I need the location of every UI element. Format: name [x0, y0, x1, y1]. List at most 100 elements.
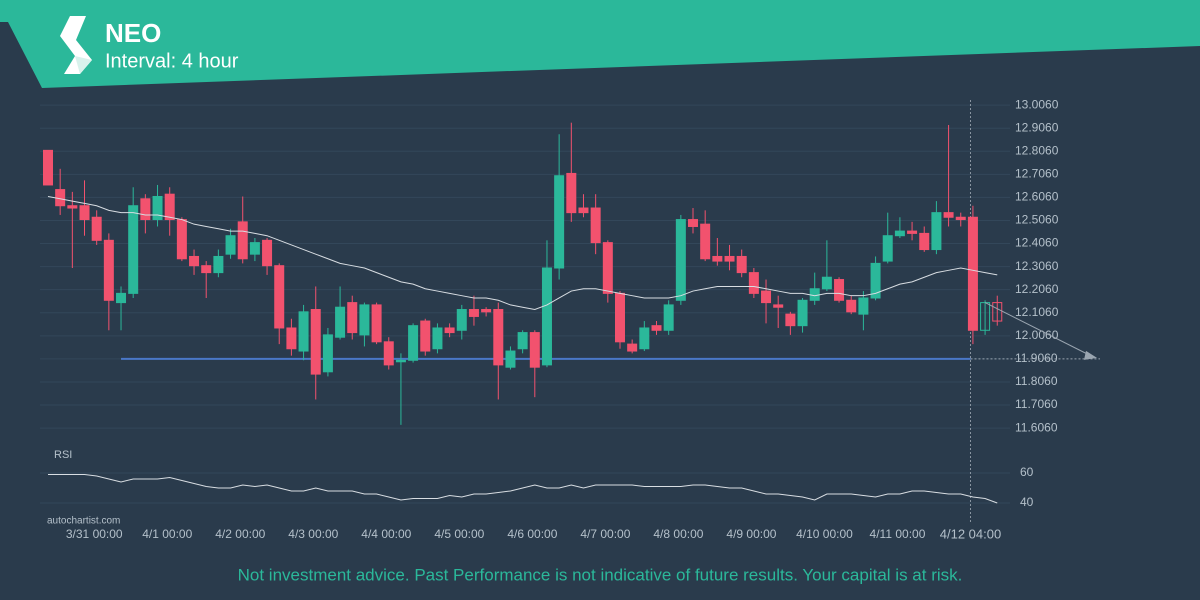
- candle-body: [225, 235, 236, 255]
- candle-body: [785, 313, 796, 327]
- candle-body: [152, 195, 163, 221]
- candle-body: [444, 327, 455, 334]
- x-tick-label: 4/1 00:00: [142, 527, 192, 541]
- y-tick-label: 12.9060: [1015, 120, 1059, 134]
- candle-body: [347, 302, 358, 334]
- candle-body: [432, 327, 443, 350]
- y-tick-label: 12.1060: [1015, 305, 1059, 319]
- candle-body: [201, 265, 212, 274]
- candle-body: [761, 290, 772, 304]
- y-tick-label: 12.7060: [1015, 167, 1059, 181]
- x-tick-label: 4/2 00:00: [215, 527, 265, 541]
- disclaimer: Not investment advice. Past Performance …: [238, 565, 963, 584]
- y-tick-label: 12.3060: [1015, 259, 1059, 273]
- candle-body: [541, 267, 552, 366]
- x-tick-label: 4/12 04:00: [940, 526, 1001, 541]
- candle-body: [408, 325, 419, 361]
- y-tick-label: 40: [1020, 495, 1034, 509]
- header-banner: [0, 0, 1200, 88]
- candle-body: [566, 172, 577, 214]
- candle-body: [821, 276, 832, 290]
- y-tick-label: 12.4060: [1015, 236, 1059, 250]
- candle-body: [322, 334, 333, 373]
- candle-body: [943, 212, 954, 218]
- candle-body: [614, 292, 625, 343]
- candle-body: [894, 230, 905, 237]
- candle-body: [554, 175, 565, 269]
- candle-body: [627, 343, 638, 352]
- candle-body: [91, 216, 102, 241]
- x-tick-label: 3/31 00:00: [66, 527, 123, 541]
- candle-body: [748, 272, 759, 294]
- candle-body: [834, 279, 845, 301]
- candle-body: [286, 327, 297, 350]
- candle-body: [688, 219, 699, 227]
- candle-body: [468, 309, 479, 317]
- candle-body: [907, 230, 918, 234]
- y-tick-label: 12.0060: [1015, 328, 1059, 342]
- candle-body: [128, 205, 139, 294]
- candle-body: [736, 255, 747, 274]
- candle-body: [456, 309, 467, 331]
- candle-body: [992, 302, 1003, 322]
- projection-arrow: [984, 302, 1094, 358]
- x-tick-label: 4/8 00:00: [653, 527, 703, 541]
- x-tick-label: 4/3 00:00: [288, 527, 338, 541]
- candle-body: [578, 207, 589, 214]
- candle-body: [773, 304, 784, 308]
- rsi-line: [48, 474, 998, 504]
- candle-body: [164, 193, 175, 221]
- moving-average: [47, 196, 998, 311]
- candle-body: [967, 216, 978, 331]
- candle-body: [639, 327, 650, 350]
- candle-body: [310, 309, 321, 375]
- y-tick-label: 12.8060: [1015, 143, 1059, 157]
- candle-body: [602, 242, 613, 294]
- chart-subtitle: Interval: 4 hour: [105, 50, 239, 72]
- candle-body: [846, 299, 857, 313]
- y-tick-label: 12.6060: [1015, 190, 1059, 204]
- candle-body: [116, 292, 127, 304]
- candle-body: [262, 239, 273, 267]
- y-tick-label: 11.7060: [1015, 397, 1058, 411]
- arrow-head: [1084, 350, 1097, 360]
- candle-body: [213, 255, 224, 274]
- candle-body: [517, 332, 528, 350]
- candle-body: [955, 216, 966, 221]
- candle-body: [67, 205, 78, 209]
- y-tick-label: 12.2060: [1015, 282, 1059, 296]
- candle-body: [858, 297, 869, 315]
- x-tick-label: 4/7 00:00: [580, 527, 630, 541]
- candle-body: [359, 304, 370, 336]
- candle-body: [663, 304, 674, 331]
- rsi-label: RSI: [54, 449, 72, 461]
- x-tick-label: 4/10 00:00: [796, 527, 853, 541]
- candle-body: [140, 198, 151, 221]
- candle-body: [493, 309, 504, 366]
- y-tick-label: 11.9060: [1015, 351, 1058, 365]
- candle-body: [700, 223, 711, 260]
- candle-body: [383, 341, 394, 366]
- candle-body: [103, 239, 114, 301]
- candle-body: [176, 219, 187, 260]
- candle-body: [274, 265, 285, 329]
- candle-body: [43, 149, 53, 186]
- watermark: autochartist.com: [47, 516, 120, 527]
- candle-body: [420, 320, 431, 352]
- candle-body: [79, 205, 90, 221]
- candle-body: [712, 255, 723, 262]
- candle-body: [249, 242, 260, 255]
- candle-body: [931, 212, 942, 251]
- x-tick-label: 4/6 00:00: [507, 527, 557, 541]
- candle-body: [809, 288, 820, 301]
- y-tick-label: 12.5060: [1015, 213, 1059, 227]
- x-tick-label: 4/5 00:00: [434, 527, 484, 541]
- candle-body: [651, 325, 662, 331]
- y-tick-label: 13.0060: [1015, 97, 1059, 111]
- candle-body: [189, 255, 200, 267]
- candle-body: [505, 350, 516, 368]
- candle-body: [870, 262, 881, 299]
- y-tick-label: 11.8060: [1015, 374, 1058, 388]
